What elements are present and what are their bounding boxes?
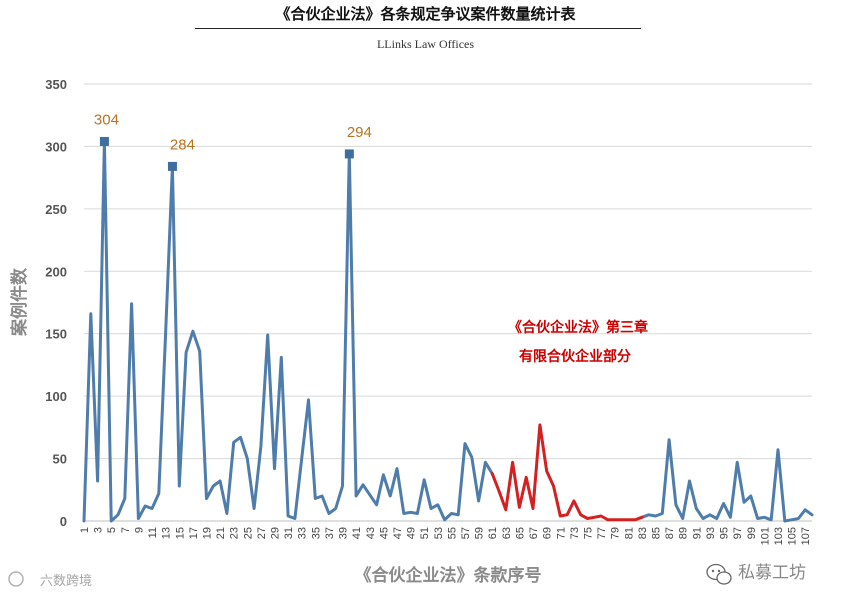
y-tick-label: 350 [45, 77, 67, 92]
peak-markers: 304 284 294 [94, 111, 372, 171]
x-tick-label: 49 [406, 527, 418, 539]
y-tick-label: 300 [45, 139, 67, 154]
x-axis-title: 《合伙企业法》条款序号 [355, 565, 542, 586]
right-watermark-text: 私募工坊 [738, 563, 806, 583]
x-tick-label: 101 [759, 527, 771, 545]
x-tick-label: 63 [501, 527, 513, 539]
x-tick-label: 71 [555, 527, 567, 539]
x-tick-label: 55 [446, 527, 458, 539]
watermark-logo-icon [8, 571, 24, 587]
x-tick-label: 69 [542, 527, 554, 539]
chart-subtitle: LLinks Law Offices [376, 37, 475, 51]
y-tick-label: 150 [45, 327, 67, 342]
chapter-annotation-line-2: 有限合伙企业部分 [519, 348, 631, 365]
series-line-3 [490, 423, 644, 522]
x-tick-label: 89 [678, 527, 690, 539]
x-tick-label: 99 [746, 527, 758, 539]
y-tick-label: 250 [45, 202, 67, 217]
data-point-marker [167, 161, 177, 171]
data-label: 294 [347, 124, 372, 141]
x-tick-label: 75 [582, 527, 594, 539]
x-tick-label: 3 [93, 527, 105, 533]
y-axis-title: 案例件数 [9, 267, 30, 337]
x-tick-label: 19 [201, 527, 213, 539]
y-tick-label: 50 [53, 452, 67, 467]
data-label: 304 [94, 111, 119, 128]
x-tick-label: 9 [133, 527, 145, 533]
y-tick-label: 200 [45, 264, 67, 279]
x-tick-label: 79 [610, 527, 622, 539]
x-tick-label: 13 [161, 527, 173, 539]
series-line-2 [640, 438, 814, 523]
data-point-marker [344, 149, 354, 159]
x-tick-label: 45 [378, 527, 390, 539]
x-tick-label: 37 [324, 527, 336, 539]
chart-title: 《合伙企业法》各条规定争议案件数量统计表 [275, 5, 576, 23]
x-tick-label: 73 [569, 527, 581, 539]
x-tick-label: 91 [691, 527, 703, 539]
x-tick-label: 65 [514, 527, 526, 539]
x-tick-label: 59 [474, 527, 486, 539]
x-tick-label: 77 [596, 527, 608, 539]
x-tick-label: 33 [297, 527, 309, 539]
series-lines [82, 139, 814, 523]
x-tick-label: 81 [623, 527, 635, 539]
y-axis-ticks: 0 50 100 150 200 250 300 350 [45, 77, 67, 529]
x-tick-label: 35 [310, 527, 322, 539]
x-tick-label: 47 [392, 527, 404, 539]
data-point-marker [99, 136, 109, 146]
x-tick-label: 93 [705, 527, 717, 539]
x-tick-label: 85 [651, 527, 663, 539]
x-tick-label: 107 [800, 527, 812, 545]
data-label: 284 [170, 136, 195, 153]
x-tick-label: 87 [664, 527, 676, 539]
x-tick-label: 67 [528, 527, 540, 539]
x-tick-label: 1 [79, 527, 91, 533]
chapter-annotation-line-1: 《合伙企业法》第三章 [508, 319, 648, 336]
x-tick-label: 83 [637, 527, 649, 539]
y-tick-label: 0 [60, 514, 67, 529]
x-tick-label: 39 [338, 527, 350, 539]
gridlines [84, 83, 812, 460]
x-tick-label: 31 [283, 527, 295, 539]
series-line-1 [82, 139, 494, 523]
x-tick-label: 23 [229, 527, 241, 539]
x-tick-label: 7 [120, 527, 132, 533]
x-tick-label: 11 [147, 527, 159, 538]
wechat-icon [706, 563, 732, 585]
left-watermark-text: 六数跨境 [40, 574, 92, 589]
y-tick-label: 100 [45, 389, 67, 404]
x-tick-label: 15 [174, 527, 186, 539]
x-tick-label: 27 [256, 527, 268, 539]
title-underline [195, 28, 641, 29]
x-tick-label: 97 [732, 527, 744, 539]
x-tick-label: 21 [215, 527, 227, 539]
right-watermark: 私募工坊 [706, 563, 806, 585]
x-tick-label: 57 [460, 527, 472, 539]
left-watermark: 六数跨境 [8, 571, 92, 589]
x-tick-label: 41 [351, 527, 363, 539]
x-tick-label: 29 [270, 527, 282, 539]
x-tick-label: 43 [365, 527, 377, 539]
x-tick-label: 95 [719, 527, 731, 539]
x-tick-label: 53 [433, 527, 445, 539]
x-tick-label: 17 [188, 527, 200, 539]
x-tick-label: 61 [487, 527, 499, 539]
x-tick-label: 103 [773, 527, 785, 545]
x-axis-ticks: 1 3 5 7 9 11 13 15 17 19 21 23 25 27 29 31 33 35 37 39 41 43 4… [79, 527, 812, 545]
x-tick-label: 105 [787, 527, 799, 545]
x-tick-label: 5 [106, 527, 118, 533]
x-tick-label: 51 [419, 527, 431, 539]
x-tick-label: 25 [242, 527, 254, 539]
